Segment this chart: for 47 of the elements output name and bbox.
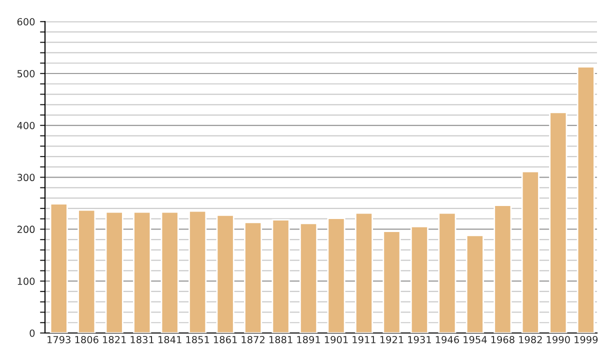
x-tick-label: 1831: [130, 336, 154, 344]
bar: [576, 66, 595, 333]
x-tick-label: 1982: [519, 336, 542, 344]
bar: [272, 219, 290, 333]
y-tick-label: 200: [17, 226, 35, 234]
y-tick-label: 400: [17, 122, 35, 130]
bar: [105, 211, 124, 333]
x-tick-label: 1881: [269, 336, 292, 344]
bar: [188, 210, 207, 333]
bar: [160, 211, 179, 333]
x-tick-label: 1946: [436, 336, 459, 344]
x-tick-label: 1911: [352, 336, 376, 344]
bar: [50, 203, 68, 333]
bar: [410, 226, 428, 333]
x-tick-label: 1806: [75, 336, 98, 344]
x-tick-label: 1861: [214, 336, 237, 344]
x-tick-label: 1841: [158, 336, 182, 344]
y-tick-label: 500: [17, 70, 35, 78]
x-tick-label: 1968: [491, 336, 514, 344]
bar: [133, 211, 152, 333]
bar: [382, 230, 401, 333]
y-tick-label: 100: [18, 278, 35, 285]
bar: [354, 212, 374, 333]
y-tick-label: 300: [17, 174, 35, 182]
x-tick-label: 1999: [574, 336, 598, 344]
x-tick-label: 1901: [324, 336, 348, 344]
bar: [300, 222, 318, 333]
bar: [438, 212, 456, 333]
bar: [244, 222, 262, 333]
x-tick-label: 1891: [297, 336, 320, 344]
x-tick-label: 1851: [186, 336, 210, 344]
x-tick-label: 1793: [48, 336, 70, 344]
x-tick-label: 1821: [103, 336, 126, 344]
bar: [521, 170, 540, 333]
x-tick-label: 1921: [380, 336, 404, 344]
y-tick-label: 0: [30, 329, 35, 337]
x-tick-label: 1990: [546, 336, 570, 344]
bar: [466, 234, 484, 333]
bar: [327, 218, 346, 333]
bar: [494, 204, 512, 333]
bar: [78, 209, 96, 333]
bar: [216, 214, 234, 333]
bar: [549, 112, 568, 333]
x-tick-label: 1931: [408, 336, 431, 344]
x-tick-label: 1954: [464, 336, 487, 344]
x-tick-label: 1872: [242, 336, 264, 344]
y-tick-label: 600: [17, 18, 35, 26]
